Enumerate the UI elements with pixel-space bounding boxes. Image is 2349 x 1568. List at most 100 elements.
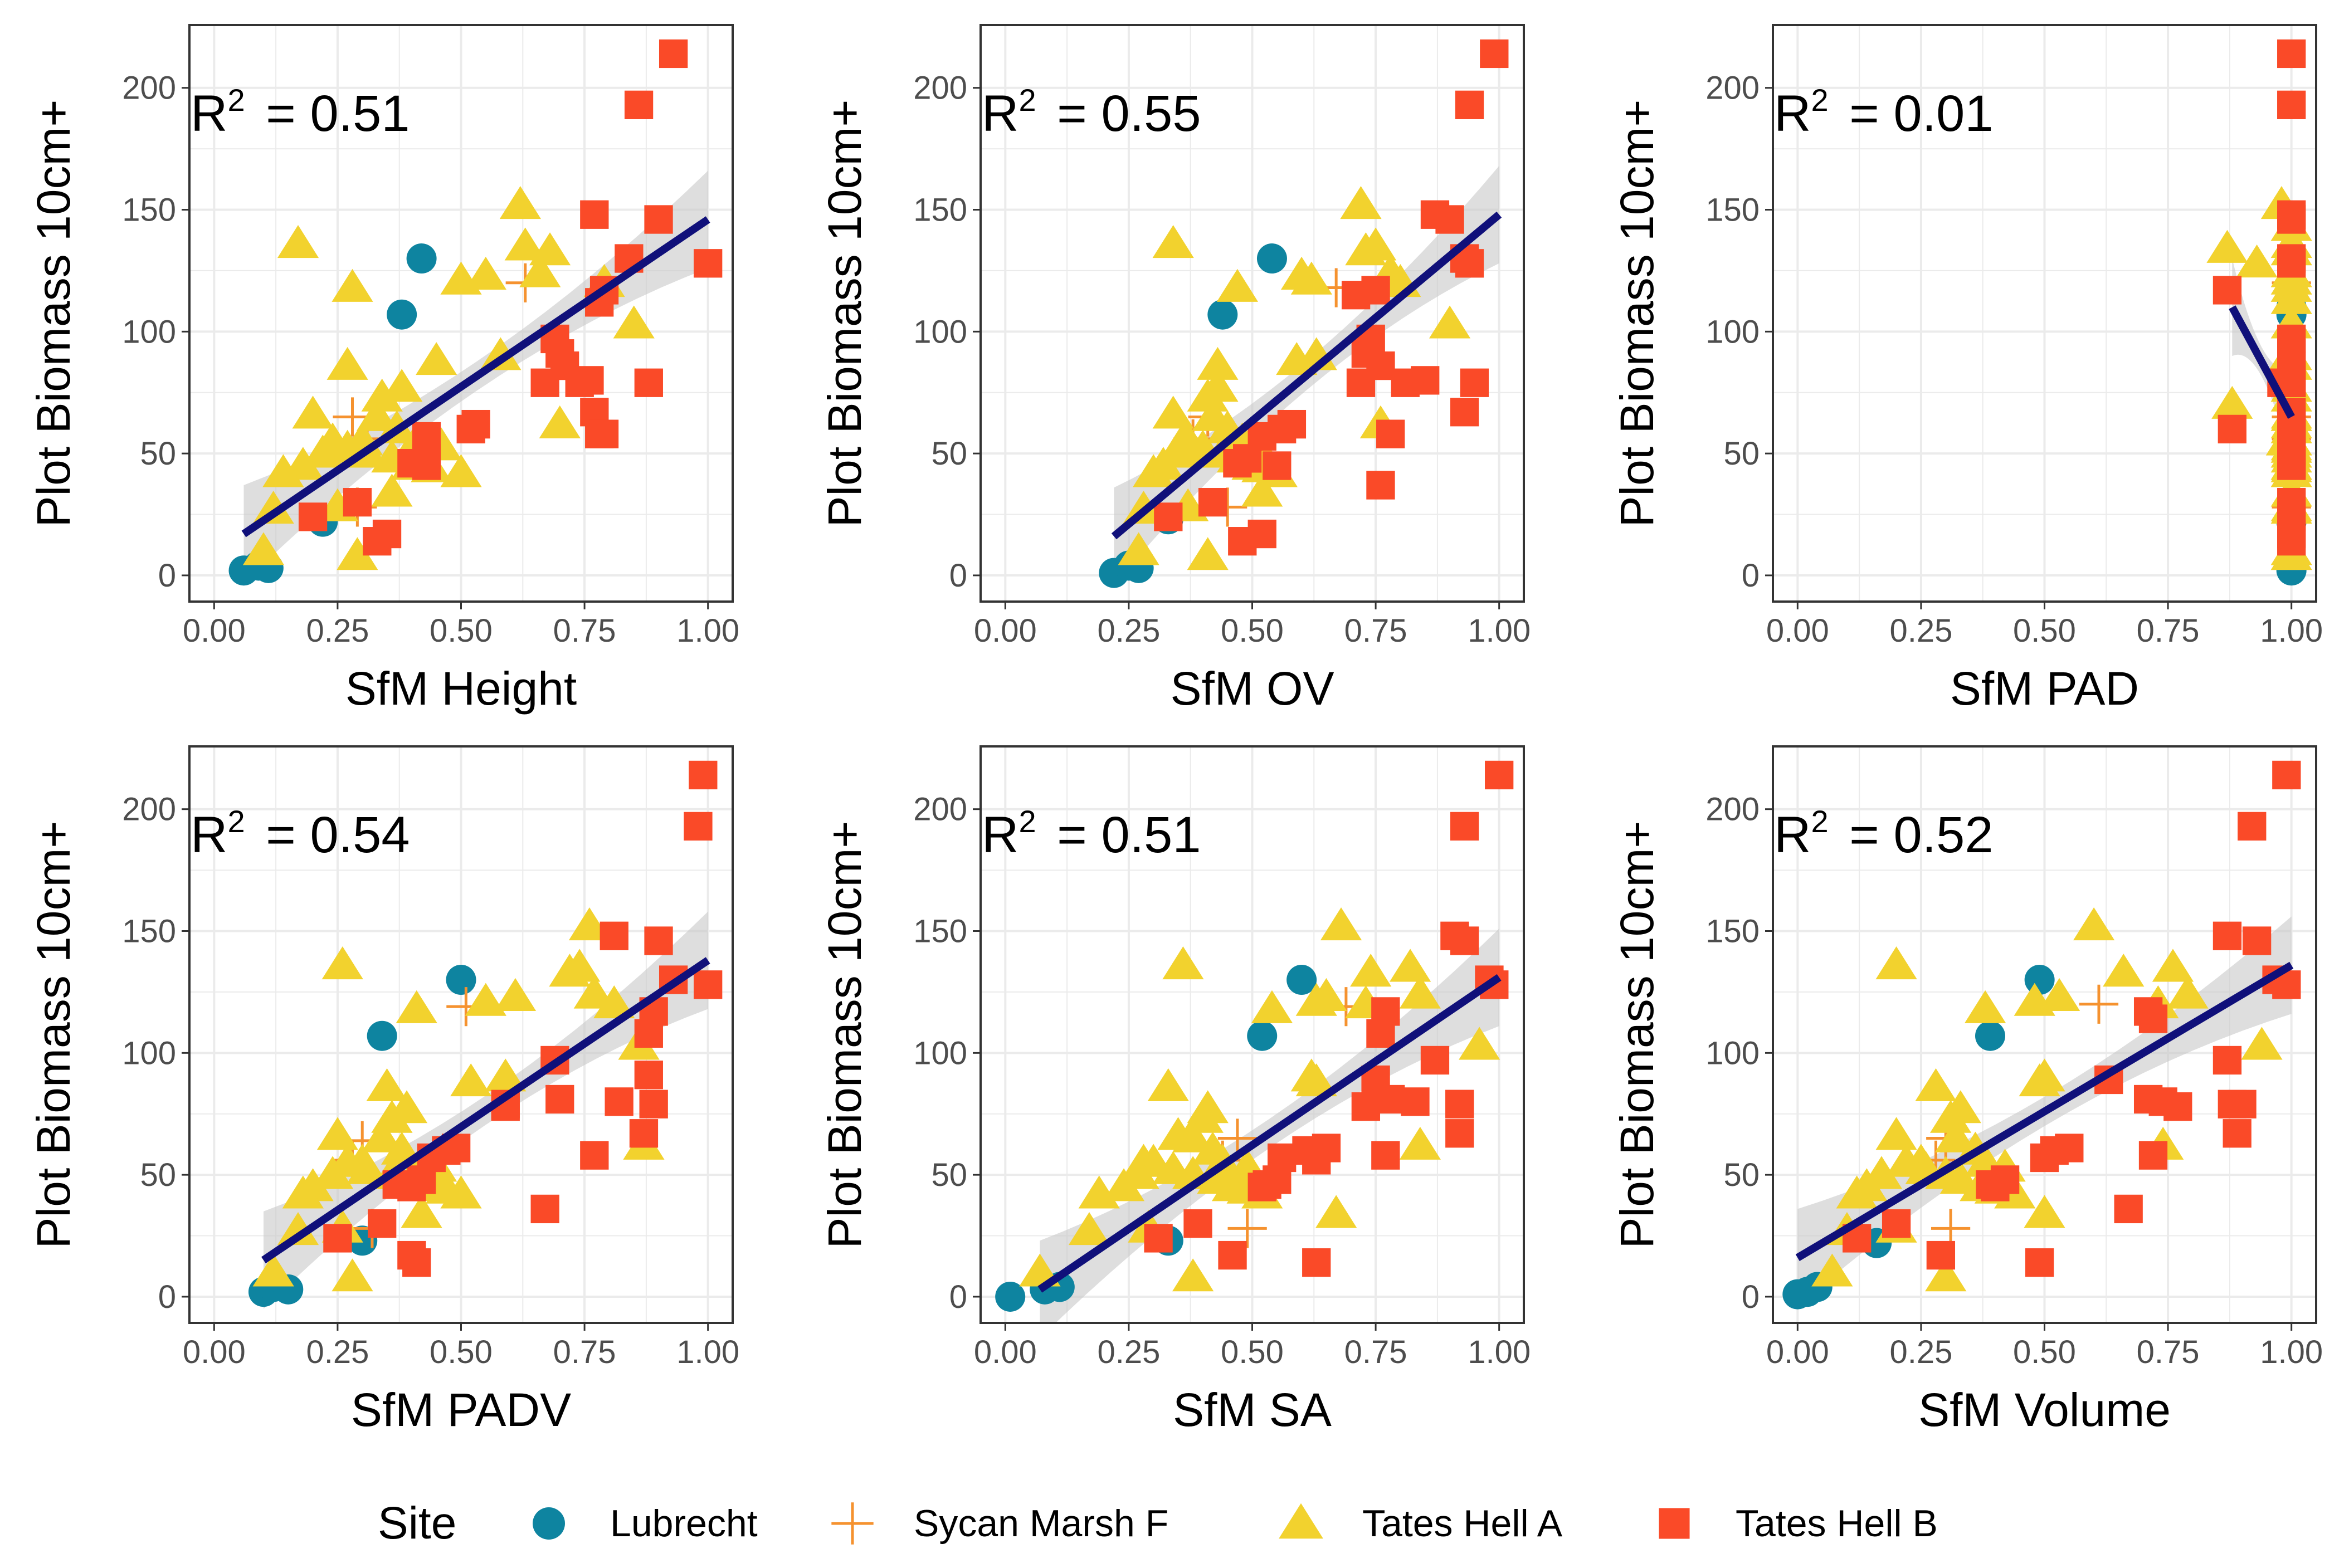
data-point	[530, 1194, 559, 1224]
data-point	[2272, 760, 2301, 790]
x-axis-title: SfM Volume	[1918, 1384, 2171, 1436]
legend-label: Lubrecht	[610, 1502, 758, 1545]
panel-border	[188, 745, 734, 1324]
data-point	[995, 1281, 1026, 1312]
data-point	[1103, 1168, 1145, 1201]
data-point	[1286, 965, 1317, 995]
data-point	[1247, 1173, 1276, 1201]
legend-label: Tates Hell B	[1736, 1502, 1938, 1545]
data-point	[1218, 1240, 1247, 1270]
data-point	[1882, 1209, 1911, 1238]
y-tick-label: 200	[1705, 70, 1760, 106]
y-axis-title: Plot Biomass 10cm+	[818, 821, 871, 1249]
legend-item-lubrecht: Lubrecht	[533, 1502, 758, 1545]
data-point	[1934, 1119, 1977, 1152]
data-point	[242, 532, 285, 565]
data-point	[2079, 984, 2119, 1024]
data-point	[416, 342, 457, 375]
panel-border	[1772, 745, 2317, 1324]
data-point	[575, 366, 604, 395]
data-layer	[248, 760, 723, 1309]
y-axis-title: Plot Biomass 10cm+	[1611, 821, 1663, 1249]
series-tates-hell-a	[252, 907, 665, 1292]
data-point	[1399, 1126, 1441, 1160]
data-point	[381, 369, 423, 402]
data-point	[343, 488, 372, 517]
data-point	[659, 39, 688, 69]
data-point	[1460, 368, 1489, 397]
y-tick-label: 100	[1705, 1035, 1760, 1071]
data-point	[2241, 1027, 2283, 1060]
data-point	[634, 1019, 663, 1048]
x-tick-label: 0.50	[430, 613, 493, 649]
r-squared-label: R2 = 0.54	[191, 804, 410, 863]
panel-border	[1772, 24, 2317, 603]
r-squared-label: R2 = 0.51	[982, 804, 1201, 863]
data-point	[2024, 1058, 2065, 1092]
panel-2: 0.00 0.25 0.50 0.75 1.00 0 50 100 150 200 R2 = 0.5…	[818, 24, 1531, 715]
data-layer	[995, 760, 1514, 1323]
x-axis-title: SfM PADV	[351, 1384, 571, 1436]
y-tick-label: 150	[122, 914, 176, 950]
data-layer	[2206, 39, 2312, 586]
data-point	[1925, 1258, 1967, 1292]
data-point	[1929, 1100, 1972, 1133]
data-point	[1154, 502, 1183, 531]
data-point	[634, 1061, 663, 1090]
y-tick-label: 100	[122, 314, 176, 350]
y-tick-label: 50	[140, 436, 176, 472]
data-point	[530, 368, 559, 397]
x-tick-label: 0.00	[1766, 1334, 1829, 1370]
data-point	[2103, 954, 2145, 987]
data-point	[545, 1085, 574, 1114]
data-point	[1351, 1092, 1381, 1121]
data-point	[2138, 1141, 2168, 1170]
data-point	[1247, 1020, 1278, 1051]
fit-line	[1037, 974, 1502, 1293]
data-point	[465, 983, 506, 1016]
x-tick-label: 1.00	[1468, 613, 1531, 649]
r-squared-label: R2 = 0.55	[982, 82, 1201, 142]
data-point	[396, 990, 437, 1023]
data-point	[456, 414, 485, 444]
legend-key-triangle	[1279, 1503, 1323, 1539]
y-tick-label: 0	[949, 1279, 967, 1315]
legend-key-circle	[533, 1507, 565, 1540]
y-tick-label: 200	[122, 792, 176, 828]
data-point	[1263, 451, 1292, 480]
data-point	[1256, 243, 1287, 274]
y-tick-label: 150	[913, 914, 967, 950]
data-point	[1485, 760, 1514, 790]
data-point	[440, 261, 482, 295]
data-point	[504, 227, 546, 261]
data-point	[1197, 346, 1239, 380]
legend-key-plus	[831, 1502, 874, 1545]
y-tick-label: 150	[913, 192, 967, 228]
x-tick-label: 0.50	[1221, 1334, 1284, 1370]
data-point	[573, 975, 615, 1009]
data-point	[2138, 1004, 2168, 1033]
y-tick-label: 50	[1723, 1157, 1760, 1193]
data-point	[1480, 39, 1509, 69]
series-tates-hell-b	[2212, 39, 2306, 556]
data-point	[1118, 532, 1159, 565]
x-tick-label: 0.00	[183, 613, 246, 649]
legend-item-tatesa: Tates Hell A	[1279, 1502, 1563, 1545]
data-point	[1251, 990, 1293, 1023]
data-point	[1366, 1019, 1395, 1048]
data-point	[694, 249, 723, 278]
data-point	[298, 502, 328, 531]
series-tates-hell-b	[1843, 760, 2301, 1277]
data-point	[2223, 1119, 2251, 1148]
data-point	[2277, 90, 2306, 119]
x-tick-label: 0.75	[1344, 613, 1407, 649]
data-point	[1078, 1175, 1120, 1209]
data-point	[1981, 1173, 2010, 1201]
data-point	[1975, 1020, 2005, 1051]
fit-line	[1111, 211, 1502, 540]
y-axis-title: Plot Biomass 10cm+	[1611, 100, 1663, 527]
data-point	[1915, 1068, 1957, 1101]
x-axis-title: SfM SA	[1173, 1384, 1332, 1436]
panel-border	[188, 24, 734, 603]
